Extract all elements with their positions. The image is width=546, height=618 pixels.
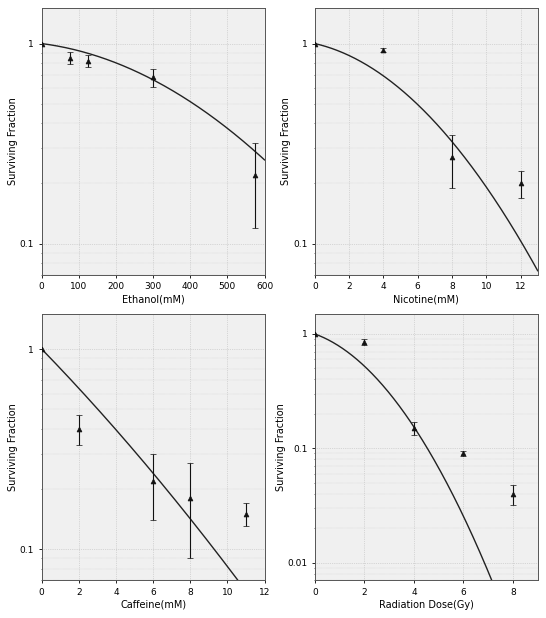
X-axis label: Nicotine(mM): Nicotine(mM) — [393, 294, 459, 304]
Y-axis label: Surviving Fraction: Surviving Fraction — [8, 403, 19, 491]
X-axis label: Radiation Dose(Gy): Radiation Dose(Gy) — [379, 599, 474, 610]
X-axis label: Caffeine(mM): Caffeine(mM) — [120, 599, 186, 610]
X-axis label: Ethanol(mM): Ethanol(mM) — [122, 294, 185, 304]
Y-axis label: Surviving Fraction: Surviving Fraction — [276, 403, 286, 491]
Y-axis label: Surviving Fraction: Surviving Fraction — [282, 98, 292, 185]
Y-axis label: Surviving Fraction: Surviving Fraction — [8, 98, 19, 185]
